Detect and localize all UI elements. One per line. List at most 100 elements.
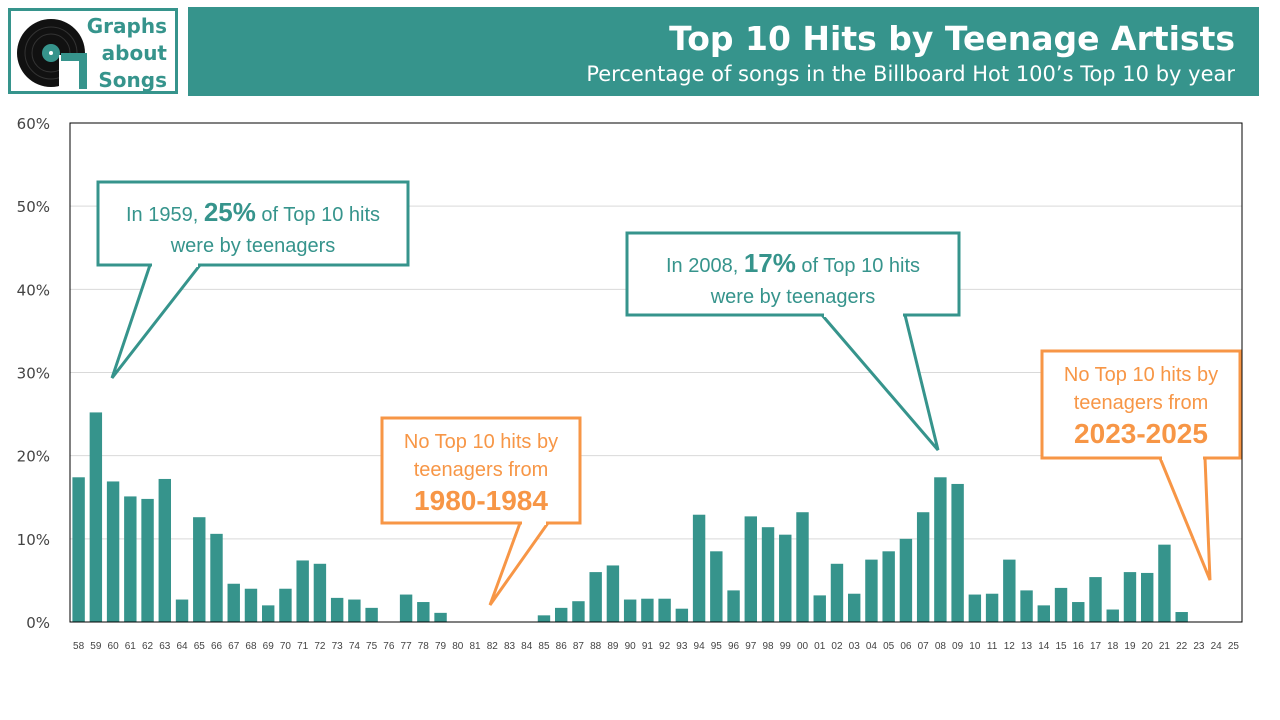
callout-text: In 2008,: [666, 255, 744, 277]
callout-line: In 2008, 17% of Top 10 hits: [666, 248, 920, 278]
plot-frame: [69, 122, 1243, 623]
x-tick-label: 02: [831, 641, 843, 652]
bar: [296, 560, 309, 622]
bar: [89, 412, 103, 622]
logo-text: Graphs about Songs: [87, 13, 167, 94]
callout-box: [96, 180, 410, 267]
x-tick-label: 92: [659, 641, 671, 652]
x-tick-label: 59: [90, 641, 102, 652]
y-tick-label: 40%: [17, 281, 50, 299]
x-tick-label: 16: [1073, 641, 1085, 652]
x-tick-label: 97: [745, 641, 757, 652]
bar: [279, 588, 292, 622]
x-tick-label: 08: [935, 641, 947, 652]
x-tick-label: 66: [211, 641, 223, 652]
x-tick-label: 95: [711, 641, 723, 652]
bar: [417, 602, 430, 622]
title-banner: Top 10 Hits by Teenage Artists Percentag…: [188, 7, 1259, 96]
bar: [779, 534, 792, 622]
bar: [882, 551, 895, 622]
x-tick-label: 94: [694, 641, 706, 652]
x-tick-label: 61: [125, 641, 137, 652]
callout-line: No Top 10 hits by: [1064, 364, 1218, 386]
bars: [72, 412, 1188, 622]
bar: [641, 598, 654, 622]
x-tick-label: 90: [625, 641, 637, 652]
x-tick-label: 25: [1228, 641, 1240, 652]
x-tick-label: 11: [987, 641, 998, 652]
bar: [865, 559, 878, 622]
x-tick-label: 04: [866, 641, 878, 652]
bar: [193, 517, 206, 622]
x-tick-label: 24: [1211, 641, 1223, 652]
x-tick-label: 74: [349, 641, 361, 652]
callout-tail: [110, 263, 204, 379]
x-tick-label: 77: [401, 641, 413, 652]
x-tick-label: 85: [538, 641, 550, 652]
x-tick-label: 15: [1055, 641, 1067, 652]
bar: [968, 594, 982, 622]
logo-line: Songs: [98, 68, 167, 92]
bar: [1106, 609, 1119, 622]
x-tick-label: 83: [504, 641, 516, 652]
x-tick-label: 89: [607, 641, 619, 652]
x-tick-label: 23: [1193, 641, 1205, 652]
x-tick-label: 64: [176, 641, 188, 652]
callout: No Top 10 hits by teenagers from 2023-2025: [1040, 349, 1242, 581]
callout-line: In 1959, 25% of Top 10 hits: [126, 197, 380, 227]
bar: [830, 563, 844, 622]
x-tick-label: 10: [969, 641, 981, 652]
x-tick-label: 60: [108, 641, 120, 652]
callout-highlight: 25%: [204, 197, 256, 227]
bar: [1175, 612, 1188, 622]
bar: [1141, 572, 1154, 622]
x-tick-label: 21: [1159, 641, 1171, 652]
x-tick-label: 99: [780, 641, 792, 652]
y-tick-label: 30%: [17, 365, 50, 383]
x-tick-label: 80: [452, 641, 464, 652]
callout-box: [1040, 349, 1242, 460]
bar: [399, 594, 413, 622]
y-axis-ticks: 0% 10% 20% 30% 40% 50% 60%: [17, 115, 50, 632]
bar: [675, 608, 689, 622]
x-tick-label: 12: [1004, 641, 1016, 652]
bar: [727, 590, 740, 622]
callout-tail: [818, 313, 940, 451]
bar: [710, 551, 723, 622]
x-tick-label: 20: [1142, 641, 1154, 652]
bar: [348, 599, 361, 622]
callout-text: of Top 10 hits: [796, 255, 920, 277]
y-tick-label: 60%: [17, 115, 50, 133]
x-tick-label: 07: [918, 641, 930, 652]
x-tick-label: 96: [728, 641, 740, 652]
bar: [210, 533, 223, 622]
bar: [313, 563, 327, 622]
x-tick-label: 84: [521, 641, 533, 652]
x-tick-label: 09: [952, 641, 964, 652]
bar: [262, 605, 275, 622]
bar: [1003, 559, 1016, 622]
x-tick-label: 13: [1021, 641, 1033, 652]
x-tick-label: 00: [797, 641, 809, 652]
bar: [537, 615, 551, 622]
bar: [744, 516, 757, 622]
bar: [589, 572, 602, 622]
x-tick-label: 98: [762, 641, 774, 652]
x-tick-label: 75: [366, 641, 378, 652]
logo-line: about: [101, 41, 167, 65]
callout-line: were by teenagers: [710, 286, 876, 308]
callout-line: No Top 10 hits by: [404, 431, 558, 453]
x-tick-label: 91: [642, 641, 654, 652]
x-tick-label: 76: [383, 641, 395, 652]
callout: No Top 10 hits by teenagers from 1980-1984: [380, 416, 582, 606]
chart-subtitle: Percentage of songs in the Billboard Hot…: [586, 62, 1235, 86]
bar: [813, 595, 826, 622]
annotations: In 1959, 25% of Top 10 hits were by teena…: [96, 180, 1242, 606]
bar: [227, 583, 240, 622]
x-tick-label: 58: [73, 641, 85, 652]
callout-highlight: 1980-1984: [414, 485, 548, 516]
x-tick-label: 06: [900, 641, 912, 652]
callout-line: were by teenagers: [170, 235, 336, 257]
bar: [572, 601, 585, 622]
